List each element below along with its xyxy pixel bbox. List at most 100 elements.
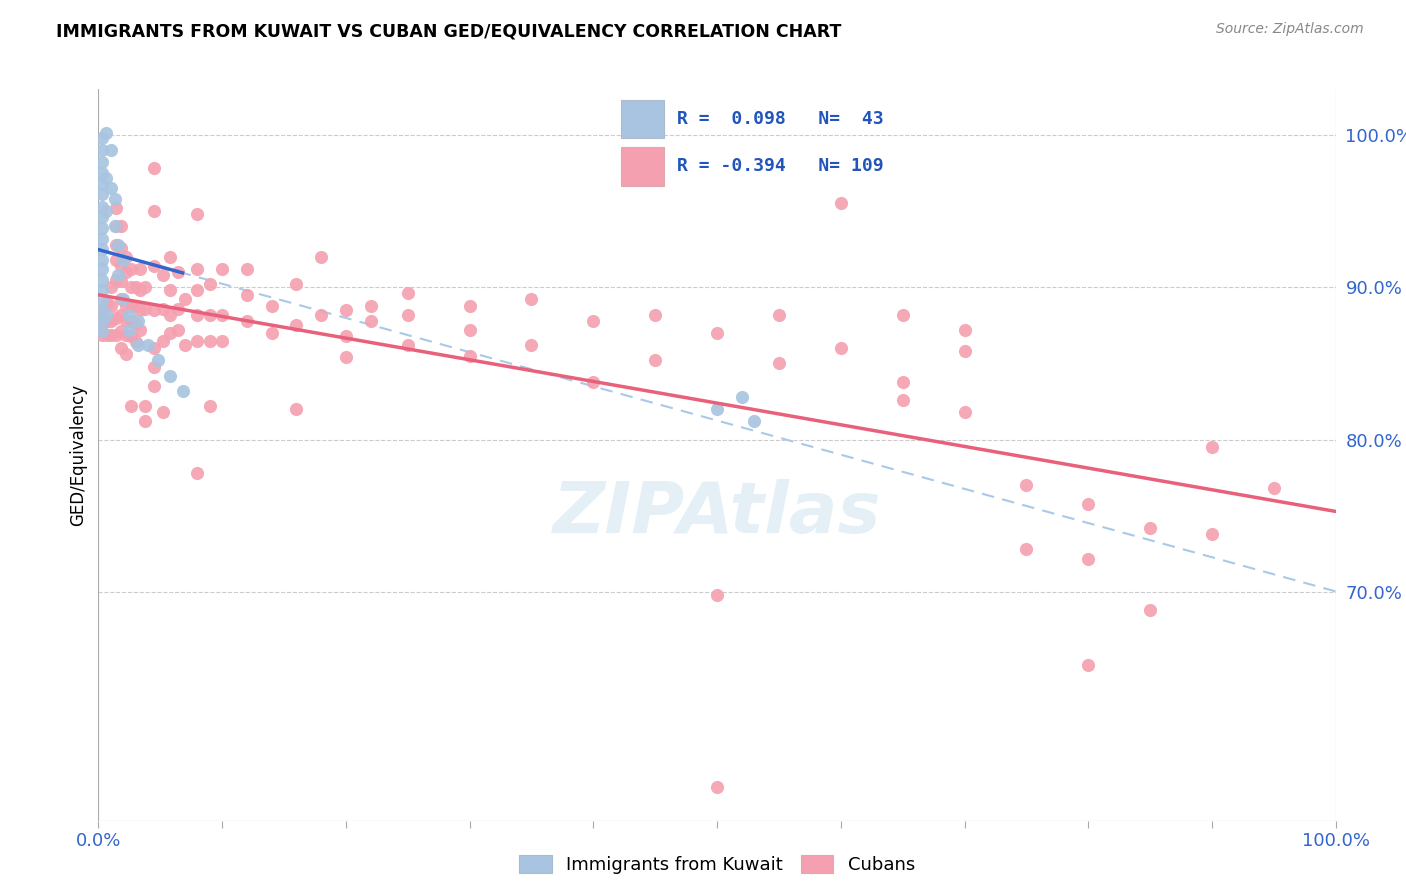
Point (127, 338, 149, 352)
Point (124, 317, 146, 331)
Point (91, 273, 114, 287)
Point (285, 402, 308, 417)
Point (159, 284, 181, 298)
Point (768, 357, 790, 371)
Point (768, 308, 790, 322)
Point (159, 368, 181, 383)
Point (143, 259, 166, 273)
Point (360, 299, 382, 313)
Point (120, 329, 142, 343)
Point (1263, 482, 1285, 496)
Point (143, 303, 166, 318)
Point (96, 295, 118, 310)
Point (830, 196, 852, 211)
Point (166, 265, 188, 279)
Point (396, 308, 419, 322)
Point (731, 390, 754, 404)
Point (110, 219, 132, 234)
Point (94, 127, 117, 141)
Point (143, 161, 166, 176)
Point (91, 284, 114, 298)
Point (110, 293, 132, 307)
Point (152, 405, 174, 419)
Point (1201, 527, 1223, 541)
Point (360, 314, 382, 328)
Point (742, 414, 765, 428)
Point (118, 323, 141, 337)
Text: ZIPAtlas: ZIPAtlas (553, 479, 882, 548)
Point (582, 314, 605, 328)
Point (174, 338, 197, 352)
Point (124, 299, 146, 313)
Point (110, 308, 132, 322)
Point (127, 314, 149, 328)
Bar (621, 147, 664, 186)
Point (285, 277, 308, 292)
Point (706, 402, 728, 417)
Point (104, 237, 127, 252)
Point (309, 308, 332, 322)
Point (120, 299, 142, 313)
Point (953, 323, 976, 337)
Point (146, 353, 169, 368)
Point (211, 262, 233, 277)
Point (198, 334, 221, 348)
Point (91, 231, 114, 245)
Point (953, 344, 976, 359)
Point (100, 299, 122, 313)
Point (100, 143, 122, 157)
Point (236, 262, 259, 277)
Point (91, 200, 114, 214)
Point (120, 314, 142, 328)
Point (520, 293, 543, 307)
Point (107, 268, 129, 282)
Point (174, 293, 197, 307)
Point (830, 341, 852, 355)
Point (124, 280, 146, 294)
Point (91, 317, 114, 331)
Point (134, 301, 156, 316)
Point (91, 252, 114, 267)
Point (186, 334, 208, 348)
Point (94, 204, 117, 219)
Point (91, 211, 114, 225)
Point (152, 301, 174, 316)
Point (124, 335, 146, 350)
Point (114, 347, 136, 361)
Point (143, 204, 166, 219)
Point (91, 262, 114, 277)
Point (91, 304, 114, 318)
Point (104, 219, 127, 234)
Text: R =  0.098   N=  43: R = 0.098 N= 43 (676, 111, 883, 128)
Text: R = -0.394   N= 109: R = -0.394 N= 109 (676, 157, 883, 175)
Point (94, 170, 117, 185)
Point (91, 131, 114, 145)
Point (91, 166, 114, 180)
Point (706, 326, 728, 340)
Point (396, 286, 419, 301)
Point (100, 181, 122, 195)
Point (110, 259, 132, 273)
Point (100, 280, 122, 294)
Point (104, 252, 127, 267)
Point (114, 299, 136, 313)
Point (152, 334, 174, 348)
Point (114, 250, 136, 264)
Point (114, 314, 136, 328)
Point (335, 351, 357, 365)
Point (152, 268, 174, 282)
Point (129, 284, 152, 298)
Y-axis label: GED/Equivalency: GED/Equivalency (69, 384, 87, 526)
Point (110, 341, 132, 355)
Point (198, 277, 221, 292)
Point (1077, 658, 1099, 673)
Point (159, 250, 181, 264)
Point (186, 308, 208, 322)
Point (458, 299, 481, 313)
Point (236, 288, 259, 302)
Point (112, 252, 135, 267)
Point (285, 318, 308, 333)
Point (1015, 478, 1038, 492)
Point (120, 280, 142, 294)
Point (96, 327, 118, 342)
